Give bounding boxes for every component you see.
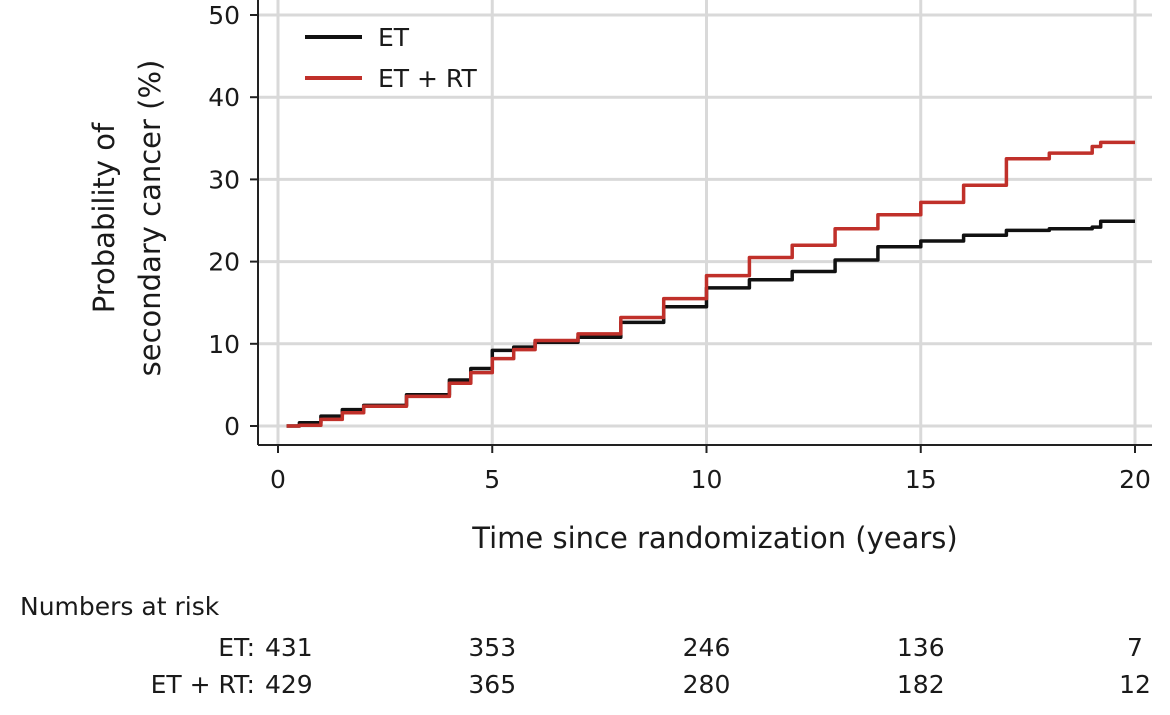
risk-value-et-rt-2: 280	[683, 670, 731, 699]
risk-value-et-4: 7	[1127, 633, 1143, 662]
series-lines	[286, 140, 1135, 428]
x-tick-label-10: 10	[691, 465, 723, 494]
y-tick-label-0: 0	[224, 412, 240, 441]
y-tick-label-30: 30	[208, 165, 240, 194]
risk-value-et-0: 431	[265, 633, 313, 662]
risk-value-et-3: 136	[897, 633, 945, 662]
risk-value-et-rt-1: 365	[468, 670, 516, 699]
legend-label-et-rt: ET + RT	[378, 64, 477, 93]
risk-row-label-et: ET:	[218, 633, 255, 662]
risk-value-et-rt-3: 182	[897, 670, 945, 699]
risk-value-et-rt-0: 429	[265, 670, 313, 699]
y-tick-label-10: 10	[208, 330, 240, 359]
y-tick-label-50: 50	[208, 1, 240, 30]
series-line-et-rt	[286, 140, 1135, 428]
risk-row-label-et-rt: ET + RT:	[151, 670, 255, 699]
legend: ET ET + RT	[305, 23, 477, 93]
y-axis-title-line-1: Probability of	[87, 122, 121, 313]
axes: 0 10 20 30 40 50 0 5 10 15 20	[208, 0, 1152, 494]
y-tick-label-20: 20	[208, 248, 240, 277]
grid	[258, 0, 1152, 445]
y-axis-title-line-2: secondary cancer (%)	[133, 60, 167, 377]
x-tick-label-0: 0	[270, 465, 286, 494]
x-axis-title: Time since randomization (years)	[471, 521, 957, 555]
numbers-at-risk-title: Numbers at risk	[20, 592, 220, 621]
x-tick-label-15: 15	[905, 465, 937, 494]
numbers-at-risk-table: Numbers at risk ET: ET + RT: 431 353 246 13…	[20, 592, 1151, 699]
risk-value-et-rt-4: 12	[1119, 670, 1151, 699]
y-tick-label-40: 40	[208, 83, 240, 112]
x-tick-label-5: 5	[484, 465, 500, 494]
risk-value-et-1: 353	[468, 633, 516, 662]
x-tick-label-20: 20	[1119, 465, 1151, 494]
legend-label-et: ET	[378, 23, 410, 52]
risk-value-et-2: 246	[683, 633, 731, 662]
